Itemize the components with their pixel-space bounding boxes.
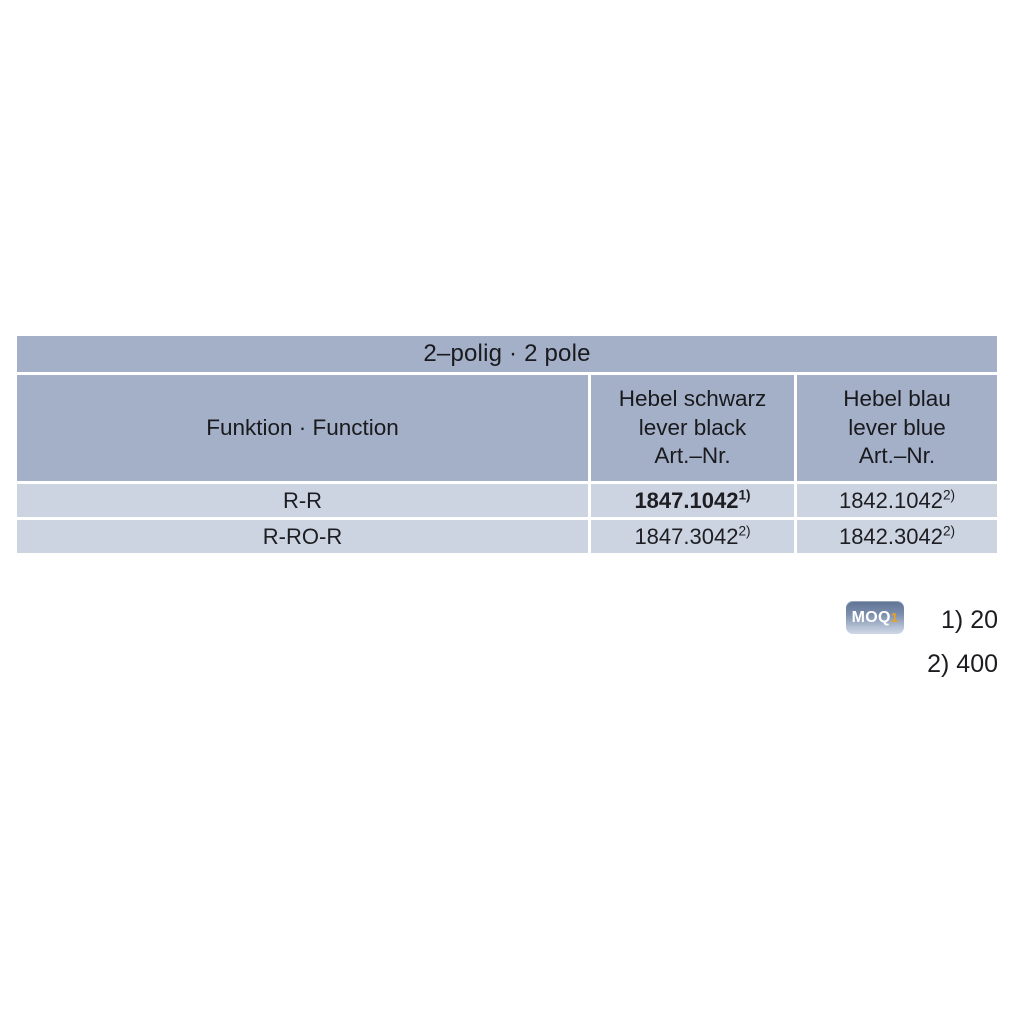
moq-badge-icon: MOQ1 [846,601,904,634]
column-header-lever-blue-line-2: lever blue [848,414,946,440]
cell-art-nr-black: 1847.30422) [591,520,794,553]
footnote-item-2: 2) 400 [927,650,998,678]
column-header-lever-blue-line-3: Art.–Nr. [858,443,936,469]
column-header-function-line-1: Funktion · Function [206,414,399,440]
cell-art-nr-blue-value: 1842.1042 [838,487,943,513]
footnote-item-1: 1) 20 [941,606,998,634]
column-header-lever-black-line-2: lever black [638,414,747,440]
table-row: R-RO-R 1847.30422) 1842.30422) [17,520,998,553]
table-title-row: 2–polig · 2 pole [17,336,998,372]
cell-function: R-RO-R [17,520,588,553]
table-header-row: Funktion · Function Hebel schwarz lever … [17,375,998,481]
column-header-lever-blue-line-1: Hebel blau [843,385,951,411]
table-row: R-R 1847.10421) 1842.10422) [17,484,998,517]
cell-art-nr-black: 1847.10421) [591,484,794,517]
column-header-lever-black: Hebel schwarz lever black Art.–Nr. [591,375,794,481]
footnotes: MOQ1 1) 20 2) 400 [0,598,1000,686]
moq-badge-label: MOQ [851,609,891,626]
cell-art-nr-blue: 1842.30422) [797,520,998,553]
moq-badge-superscript: 1 [890,610,899,625]
table-title: 2–polig · 2 pole [17,336,998,372]
cell-art-nr-black-footnote: 2) [738,523,751,539]
cell-art-nr-black-value: 1847.1042 [634,487,739,513]
product-table: 2–polig · 2 pole Funktion · Function Heb… [14,333,1000,556]
column-header-lever-blue: Hebel blau lever blue Art.–Nr. [797,375,998,481]
column-header-lever-black-line-3: Art.–Nr. [654,443,731,469]
column-header-function: Funktion · Function [17,375,588,481]
cell-art-nr-blue-footnote: 2) [942,523,956,539]
cell-art-nr-black-footnote: 1) [738,487,751,503]
cell-art-nr-blue-value: 1842.3042 [838,523,943,549]
cell-art-nr-blue: 1842.10422) [797,484,998,517]
cell-function: R-R [17,484,588,517]
cell-art-nr-black-value: 1847.3042 [634,523,739,549]
footnote-row-2: 2) 400 [0,642,1000,686]
footnote-row-1: MOQ1 1) 20 [0,598,1000,642]
cell-art-nr-blue-footnote: 2) [942,487,956,503]
column-header-lever-black-line-1: Hebel schwarz [618,385,767,411]
